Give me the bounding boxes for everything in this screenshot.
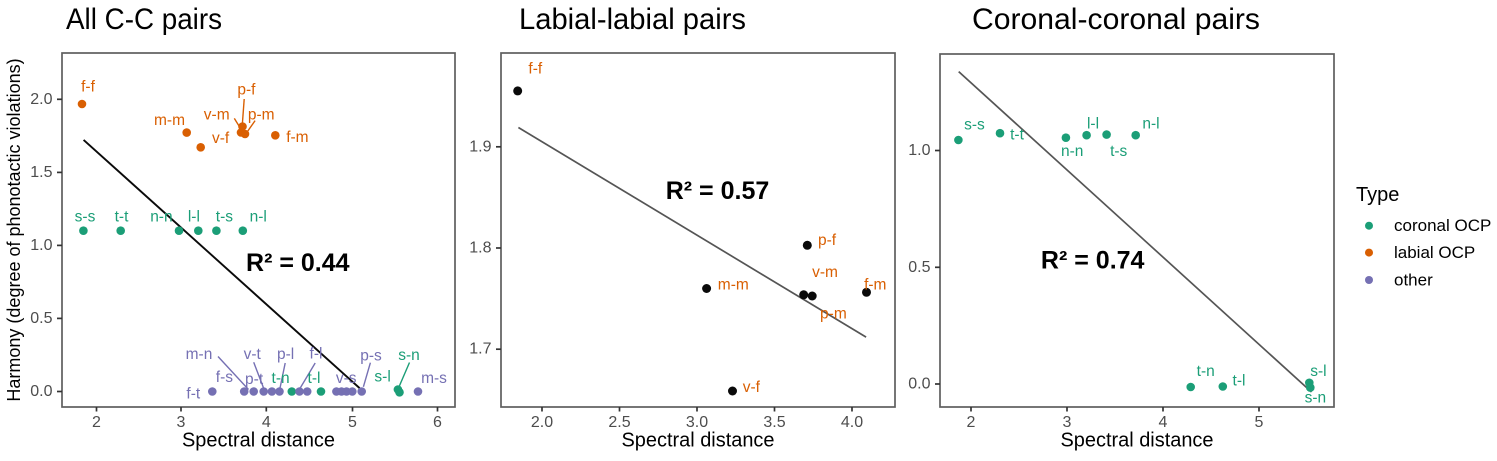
svg-text:1.9: 1.9	[469, 138, 491, 155]
svg-text:p-m: p-m	[820, 306, 847, 323]
svg-text:6: 6	[433, 414, 442, 431]
svg-text:t-l: t-l	[308, 370, 321, 387]
svg-text:R² = 0.74: R² = 0.74	[1041, 246, 1145, 274]
svg-text:v-s: v-s	[336, 370, 357, 387]
svg-text:t-t: t-t	[1010, 126, 1024, 143]
svg-text:Harmony (degree of phonotactic: Harmony (degree of phonotactic violation…	[4, 58, 24, 401]
svg-text:n-n: n-n	[150, 208, 172, 225]
svg-text:n-l: n-l	[250, 208, 267, 225]
svg-text:1.0: 1.0	[30, 237, 52, 254]
svg-text:n-l: n-l	[1142, 116, 1159, 133]
svg-text:m-n: m-n	[186, 346, 213, 363]
svg-text:v-f: v-f	[743, 379, 761, 396]
svg-text:p-f: p-f	[818, 232, 837, 249]
svg-text:2.0: 2.0	[531, 414, 553, 431]
svg-text:0.0: 0.0	[908, 376, 930, 393]
svg-text:f-f: f-f	[81, 79, 95, 96]
svg-text:2.0: 2.0	[30, 91, 52, 108]
svg-text:3: 3	[177, 414, 186, 431]
svg-text:Spectral distance: Spectral distance	[182, 430, 335, 452]
svg-text:v-f: v-f	[212, 130, 230, 147]
svg-text:1.5: 1.5	[30, 164, 52, 181]
svg-text:p-f: p-f	[237, 82, 256, 99]
svg-text:n-n: n-n	[1061, 143, 1083, 160]
svg-text:Coronal-coronal pairs: Coronal-coronal pairs	[972, 3, 1260, 36]
svg-text:f-l: f-l	[310, 345, 323, 362]
svg-text:s-n: s-n	[398, 347, 420, 364]
svg-text:p-l: p-l	[277, 346, 294, 363]
svg-text:p-m: p-m	[248, 107, 275, 124]
svg-text:m-s: m-s	[421, 370, 447, 387]
svg-text:R² = 0.57: R² = 0.57	[666, 177, 770, 205]
svg-text:2: 2	[92, 414, 101, 431]
svg-text:v-m: v-m	[812, 264, 838, 281]
svg-text:Labial-labial pairs: Labial-labial pairs	[519, 3, 746, 36]
svg-text:0.0: 0.0	[30, 383, 52, 400]
svg-text:3: 3	[1063, 414, 1072, 431]
svg-text:t-s: t-s	[1110, 143, 1127, 160]
svg-text:s-s: s-s	[964, 117, 985, 134]
svg-text:f-s: f-s	[216, 369, 233, 386]
svg-text:t-t: t-t	[115, 208, 129, 225]
svg-text:t-n: t-n	[272, 370, 290, 387]
svg-text:f-m: f-m	[864, 277, 886, 294]
svg-text:R² = 0.44: R² = 0.44	[246, 249, 350, 277]
svg-text:labial OCP: labial OCP	[1394, 243, 1475, 262]
svg-text:f-t: f-t	[186, 385, 200, 402]
svg-text:4.0: 4.0	[841, 414, 863, 431]
svg-text:other: other	[1394, 271, 1433, 290]
svg-text:coronal OCP: coronal OCP	[1394, 216, 1491, 235]
svg-text:4: 4	[1159, 414, 1168, 431]
svg-text:s-l: s-l	[1310, 363, 1326, 380]
svg-text:v-t: v-t	[244, 346, 262, 363]
svg-text:4: 4	[262, 414, 271, 431]
svg-text:2.5: 2.5	[608, 414, 630, 431]
svg-text:Type: Type	[1356, 184, 1399, 206]
svg-text:s-s: s-s	[75, 208, 96, 225]
svg-text:Spectral distance: Spectral distance	[622, 430, 775, 452]
svg-text:0.5: 0.5	[908, 259, 930, 276]
svg-text:1.8: 1.8	[469, 240, 491, 257]
svg-text:m-m: m-m	[154, 112, 185, 129]
svg-text:s-l: s-l	[374, 368, 390, 385]
svg-text:2: 2	[967, 414, 976, 431]
svg-text:p-s: p-s	[360, 348, 382, 365]
svg-text:v-m: v-m	[204, 107, 230, 124]
svg-text:3.5: 3.5	[763, 414, 785, 431]
svg-text:5: 5	[348, 414, 357, 431]
svg-text:p-t: p-t	[245, 371, 264, 388]
svg-text:m-m: m-m	[718, 277, 749, 294]
svg-text:All C-C pairs: All C-C pairs	[66, 3, 222, 36]
svg-text:s-n: s-n	[1305, 389, 1327, 406]
svg-text:1.7: 1.7	[469, 341, 491, 358]
svg-text:t-l: t-l	[1233, 373, 1246, 390]
svg-text:1.0: 1.0	[908, 142, 930, 159]
svg-text:t-n: t-n	[1197, 363, 1215, 380]
svg-text:f-f: f-f	[528, 61, 542, 78]
svg-text:t-s: t-s	[216, 208, 233, 225]
svg-text:l-l: l-l	[188, 208, 200, 225]
svg-text:0.5: 0.5	[30, 310, 52, 327]
svg-text:Spectral distance: Spectral distance	[1061, 430, 1214, 452]
svg-text:5: 5	[1255, 414, 1264, 431]
svg-text:3.0: 3.0	[686, 414, 708, 431]
svg-text:f-m: f-m	[286, 129, 308, 146]
svg-text:l-l: l-l	[1087, 116, 1099, 133]
